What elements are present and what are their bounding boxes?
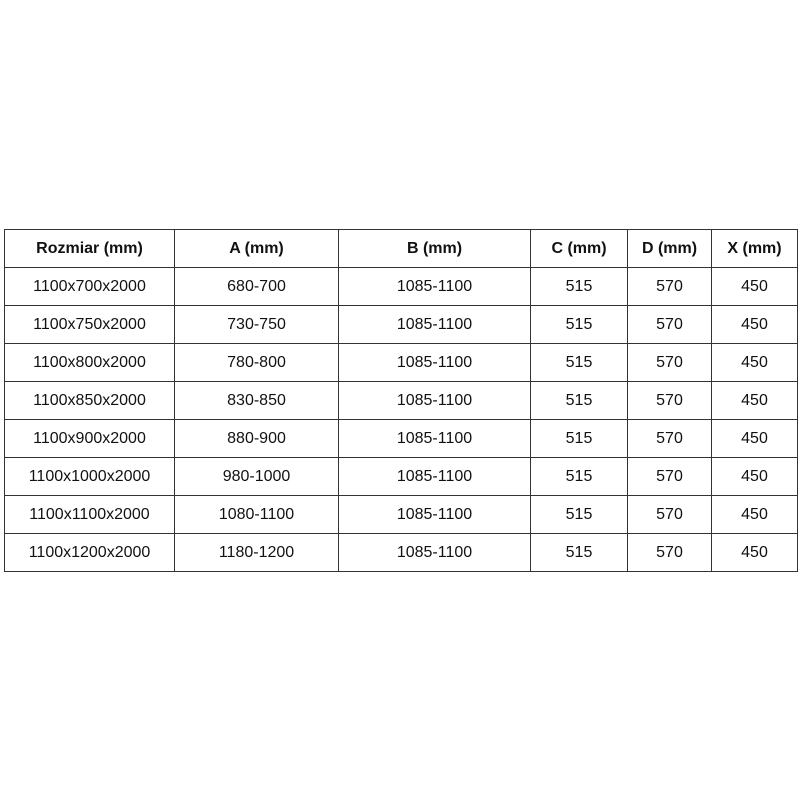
column-header-c: C (mm) <box>530 229 628 268</box>
cell-x: 450 <box>711 533 798 572</box>
cell-a: 780-800 <box>174 343 339 382</box>
cell-a: 1080-1100 <box>174 495 339 534</box>
cell-size: 1100x750x2000 <box>4 305 175 344</box>
cell-x: 450 <box>711 495 798 534</box>
cell-x: 450 <box>711 381 798 420</box>
cell-b: 1085-1100 <box>338 267 531 306</box>
cell-a: 980-1000 <box>174 457 339 496</box>
column-header-b: B (mm) <box>338 229 531 268</box>
cell-x: 450 <box>711 419 798 458</box>
table-row: 1100x900x2000 880-900 1085-1100 515 570 450 <box>4 419 798 458</box>
cell-c: 515 <box>530 305 628 344</box>
cell-d: 570 <box>627 533 712 572</box>
cell-c: 515 <box>530 533 628 572</box>
cell-b: 1085-1100 <box>338 305 531 344</box>
table-row: 1100x750x2000 730-750 1085-1100 515 570 450 <box>4 305 798 344</box>
column-header-a: A (mm) <box>174 229 339 268</box>
table-row: 1100x800x2000 780-800 1085-1100 515 570 450 <box>4 343 798 382</box>
cell-b: 1085-1100 <box>338 343 531 382</box>
cell-d: 570 <box>627 419 712 458</box>
cell-x: 450 <box>711 305 798 344</box>
cell-b: 1085-1100 <box>338 495 531 534</box>
cell-a: 680-700 <box>174 267 339 306</box>
cell-a: 830-850 <box>174 381 339 420</box>
table-row: 1100x1000x2000 980-1000 1085-1100 515 570 450 <box>4 457 798 496</box>
cell-c: 515 <box>530 381 628 420</box>
table-row: 1100x1200x2000 1180-1200 1085-1100 515 570 45… <box>4 533 798 572</box>
cell-x: 450 <box>711 457 798 496</box>
cell-size: 1100x700x2000 <box>4 267 175 306</box>
cell-size: 1100x1000x2000 <box>4 457 175 496</box>
cell-b: 1085-1100 <box>338 533 531 572</box>
cell-x: 450 <box>711 267 798 306</box>
header-row: Rozmiar (mm) A (mm) B (mm) C (mm) D (mm) X (m… <box>4 229 798 268</box>
cell-d: 570 <box>627 343 712 382</box>
cell-size: 1100x1200x2000 <box>4 533 175 572</box>
table-row: 1100x850x2000 830-850 1085-1100 515 570 450 <box>4 381 798 420</box>
cell-x: 450 <box>711 343 798 382</box>
cell-size: 1100x900x2000 <box>4 419 175 458</box>
cell-c: 515 <box>530 457 628 496</box>
cell-d: 570 <box>627 381 712 420</box>
cell-d: 570 <box>627 267 712 306</box>
column-header-d: D (mm) <box>627 229 712 268</box>
cell-c: 515 <box>530 343 628 382</box>
cell-size: 1100x800x2000 <box>4 343 175 382</box>
cell-d: 570 <box>627 457 712 496</box>
cell-b: 1085-1100 <box>338 419 531 458</box>
cell-d: 570 <box>627 305 712 344</box>
cell-a: 1180-1200 <box>174 533 339 572</box>
cell-d: 570 <box>627 495 712 534</box>
cell-a: 730-750 <box>174 305 339 344</box>
dimensions-table: Rozmiar (mm) A (mm) B (mm) C (mm) D (mm) X (m… <box>4 229 798 572</box>
cell-b: 1085-1100 <box>338 381 531 420</box>
cell-size: 1100x1100x2000 <box>4 495 175 534</box>
column-header-size: Rozmiar (mm) <box>4 229 175 268</box>
table-row: 1100x1100x2000 1080-1100 1085-1100 515 570 45… <box>4 495 798 534</box>
column-header-x: X (mm) <box>711 229 798 268</box>
cell-b: 1085-1100 <box>338 457 531 496</box>
cell-a: 880-900 <box>174 419 339 458</box>
cell-c: 515 <box>530 419 628 458</box>
table-row: 1100x700x2000 680-700 1085-1100 515 570 450 <box>4 267 798 306</box>
cell-c: 515 <box>530 267 628 306</box>
cell-size: 1100x850x2000 <box>4 381 175 420</box>
cell-c: 515 <box>530 495 628 534</box>
